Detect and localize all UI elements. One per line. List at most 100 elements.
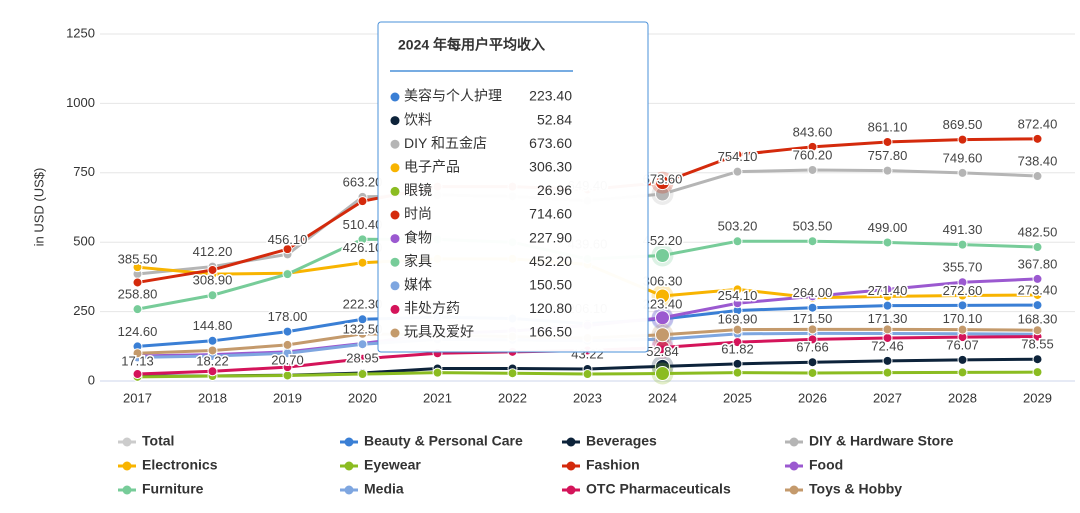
point xyxy=(357,257,368,268)
x-tick-label: 2019 xyxy=(273,390,302,405)
point xyxy=(882,237,893,248)
data-label: 264.00 xyxy=(793,285,833,300)
legend-label: Eyewear xyxy=(364,457,421,473)
tooltip-value: 150.50 xyxy=(529,277,572,293)
point xyxy=(1032,300,1043,311)
legend-label: Food xyxy=(809,457,843,473)
point xyxy=(357,314,368,325)
x-tick-label: 2023 xyxy=(573,390,602,405)
data-label: 510.40 xyxy=(343,217,383,232)
legend-item[interactable]: Fashion xyxy=(562,457,640,473)
legend-item[interactable]: DIY & Hardware Store xyxy=(785,433,954,449)
point xyxy=(957,167,968,178)
point xyxy=(882,367,893,378)
data-label: 306.30 xyxy=(643,273,683,288)
point xyxy=(957,290,968,301)
data-label: 452.20 xyxy=(643,233,683,248)
x-tick-label: 2029 xyxy=(1023,390,1052,405)
data-label: 843.60 xyxy=(793,124,833,139)
data-label: 61.82 xyxy=(721,341,754,356)
tooltip-name: DIY 和五金店 xyxy=(404,135,487,151)
legend-item[interactable]: Media xyxy=(340,481,404,497)
point xyxy=(957,277,968,288)
tooltip-dot xyxy=(390,163,400,173)
tooltip-box xyxy=(377,21,649,353)
x-tick-label: 2018 xyxy=(198,390,227,405)
legend: Total Beauty & Personal Care Beverages DIY … xyxy=(118,433,954,497)
data-label: 76.07 xyxy=(946,337,979,352)
point xyxy=(807,357,818,368)
point xyxy=(357,328,368,339)
data-label: 738.40 xyxy=(1018,153,1058,168)
legend-label: Beauty & Personal Care xyxy=(364,433,523,449)
point xyxy=(357,353,368,364)
tooltip-dot xyxy=(390,116,400,126)
tooltip-value: 306.30 xyxy=(529,159,572,175)
tooltip-value: 223.40 xyxy=(529,88,572,104)
point xyxy=(807,236,818,247)
tooltip-dot xyxy=(390,281,400,291)
legend-item[interactable]: Eyewear xyxy=(340,457,421,473)
point xyxy=(282,326,293,337)
legend-swatch-dot xyxy=(122,485,132,495)
legend-item[interactable]: Furniture xyxy=(118,481,204,497)
tooltip-name: 美容与个人护理 xyxy=(404,88,502,104)
legend-item[interactable]: Beauty & Personal Care xyxy=(340,433,523,449)
point xyxy=(507,368,518,379)
tooltip-dot xyxy=(390,92,400,102)
point xyxy=(882,165,893,176)
data-label: 171.30 xyxy=(868,311,908,326)
point xyxy=(732,337,743,348)
tooltip-dot xyxy=(390,186,400,196)
legend-swatch-dot xyxy=(122,461,132,471)
data-label: 170.10 xyxy=(943,311,983,326)
legend-item[interactable]: Total xyxy=(118,433,174,449)
y-tick-label: 1250 xyxy=(66,25,95,40)
legend-item[interactable]: Electronics xyxy=(118,457,218,473)
legend-label: Toys & Hobby xyxy=(809,481,902,497)
point xyxy=(882,300,893,311)
legend-item[interactable]: Toys & Hobby xyxy=(785,481,902,497)
legend-swatch-dot xyxy=(344,437,354,447)
data-label: 456.10 xyxy=(268,232,308,247)
y-tick-label: 500 xyxy=(73,234,95,249)
point xyxy=(1032,367,1043,378)
point xyxy=(732,298,743,309)
point xyxy=(807,291,818,302)
x-tick-label: 2021 xyxy=(423,390,452,405)
point xyxy=(432,367,443,378)
legend-swatch-dot xyxy=(789,485,799,495)
data-label: 124.60 xyxy=(118,324,158,339)
tooltip-name: 时尚 xyxy=(404,206,432,222)
data-label: 254.10 xyxy=(718,288,758,303)
legend-item[interactable]: Beverages xyxy=(562,433,657,449)
data-label: 17.13 xyxy=(121,354,154,369)
legend-swatch-dot xyxy=(344,485,354,495)
point xyxy=(732,166,743,177)
point xyxy=(207,345,218,356)
legend-item[interactable]: Food xyxy=(785,457,843,473)
point xyxy=(807,367,818,378)
point xyxy=(732,149,743,160)
data-label: 223.40 xyxy=(643,296,683,311)
legend-item[interactable]: OTC Pharmaceuticals xyxy=(562,481,731,497)
legend-label: OTC Pharmaceuticals xyxy=(586,481,731,497)
data-label: 168.30 xyxy=(1018,312,1058,327)
y-tick-label: 1000 xyxy=(66,95,95,110)
y-tick-label: 0 xyxy=(88,372,95,387)
data-label: 308.90 xyxy=(193,273,233,288)
y-tick-label: 250 xyxy=(73,303,95,318)
data-label: 749.60 xyxy=(943,150,983,165)
data-label: 78.55 xyxy=(1021,337,1054,352)
x-tick-label: 2026 xyxy=(798,390,827,405)
point xyxy=(207,264,218,275)
point xyxy=(732,236,743,247)
tooltip-name: 食物 xyxy=(404,229,432,245)
data-label: 503.20 xyxy=(718,219,758,234)
x-tick-label: 2020 xyxy=(348,390,377,405)
point xyxy=(282,269,293,280)
data-label: 171.50 xyxy=(793,311,833,326)
x-tick-label: 2025 xyxy=(723,390,752,405)
legend-label: Total xyxy=(142,433,174,449)
